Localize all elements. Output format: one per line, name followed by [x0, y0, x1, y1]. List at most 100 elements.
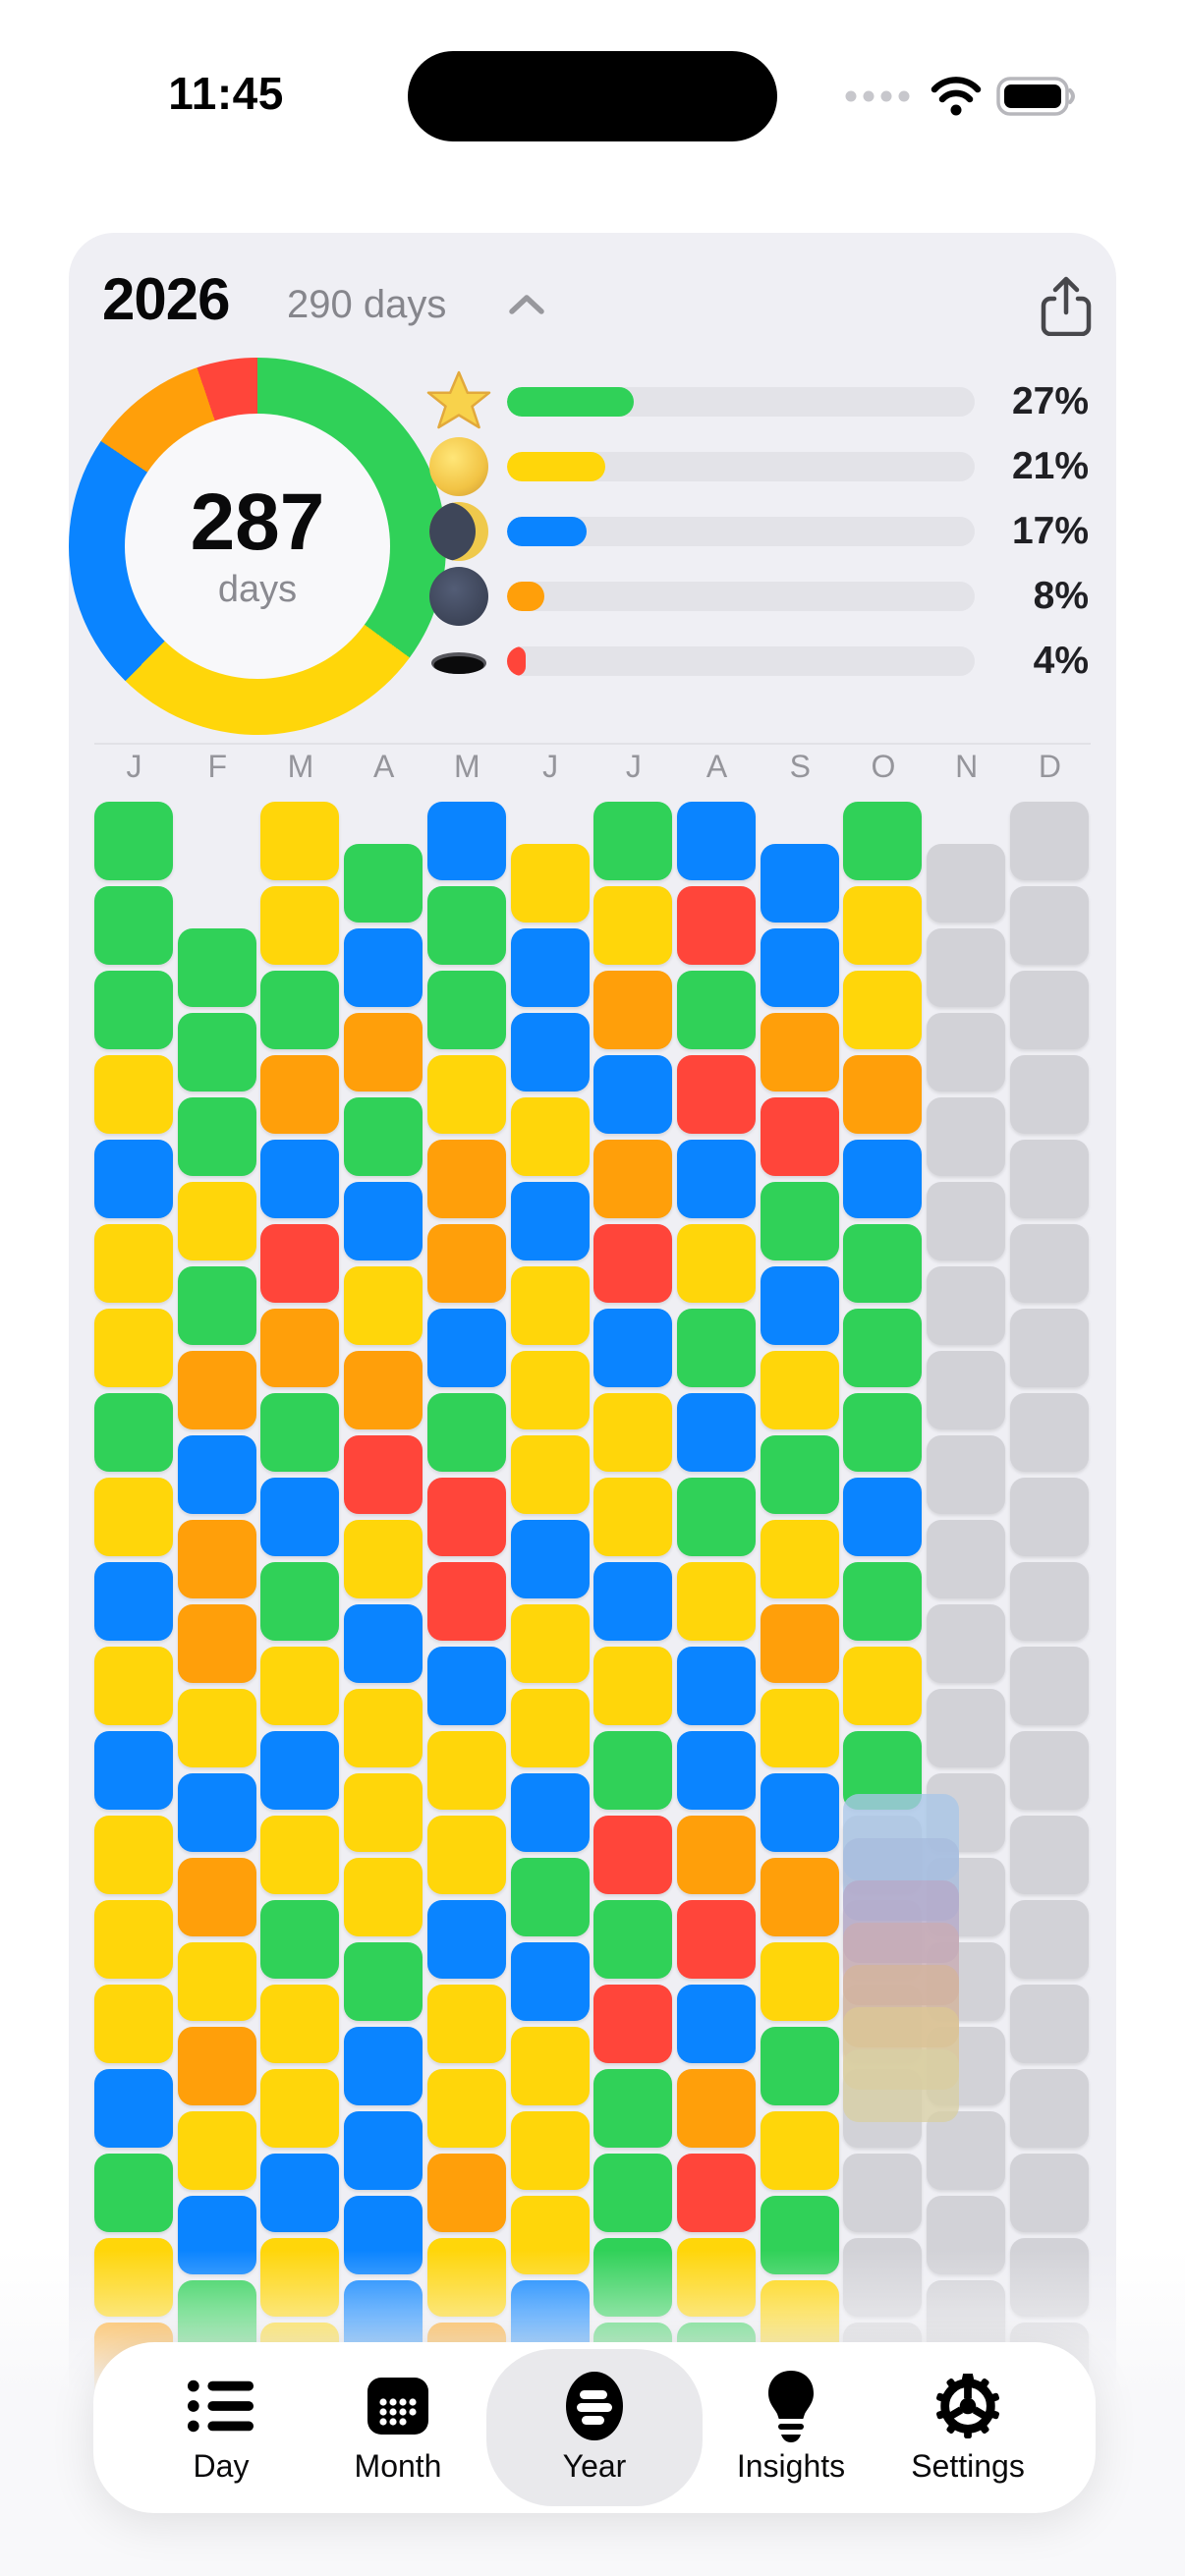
day-cell[interactable]	[927, 844, 1006, 923]
day-cell[interactable]	[843, 1140, 923, 1218]
day-cell[interactable]	[760, 928, 839, 1007]
day-cell[interactable]	[94, 1985, 173, 2063]
day-cell[interactable]	[593, 1900, 673, 1979]
day-cell[interactable]	[260, 1562, 340, 1641]
day-cell[interactable]	[260, 1647, 340, 1725]
day-cell[interactable]	[94, 1393, 173, 1472]
day-cell[interactable]	[1009, 1647, 1089, 1725]
day-cell[interactable]	[94, 971, 173, 1049]
day-cell[interactable]	[843, 1647, 923, 1725]
day-cell[interactable]	[1009, 1140, 1089, 1218]
day-cell[interactable]	[177, 2027, 256, 2105]
day-cell[interactable]	[344, 1182, 423, 1260]
day-cell[interactable]	[510, 1604, 590, 1683]
day-cell[interactable]	[1009, 1055, 1089, 1134]
day-cell[interactable]	[510, 1266, 590, 1345]
day-cell[interactable]	[760, 1435, 839, 1514]
day-cell[interactable]	[1009, 1985, 1089, 2063]
day-cell[interactable]	[677, 1055, 757, 1134]
day-cell[interactable]	[677, 971, 757, 1049]
day-cell[interactable]	[760, 844, 839, 923]
day-cell[interactable]	[510, 844, 590, 923]
day-cell[interactable]	[177, 1266, 256, 1345]
day-cell[interactable]	[426, 1562, 506, 1641]
day-cell[interactable]	[510, 1182, 590, 1260]
day-cell[interactable]	[260, 1055, 340, 1134]
day-cell[interactable]	[593, 2069, 673, 2148]
day-cell[interactable]	[344, 1858, 423, 1936]
day-cell[interactable]	[260, 1731, 340, 1810]
day-cell[interactable]	[510, 1013, 590, 1092]
day-cell[interactable]	[760, 1013, 839, 1092]
day-cell[interactable]	[1009, 1731, 1089, 1810]
day-cell[interactable]	[593, 1055, 673, 1134]
day-cell[interactable]	[677, 802, 757, 880]
day-cell[interactable]	[677, 1816, 757, 1894]
day-cell[interactable]	[1009, 2154, 1089, 2232]
day-cell[interactable]	[677, 1900, 757, 1979]
day-cell[interactable]	[677, 1562, 757, 1641]
day-cell[interactable]	[1009, 1309, 1089, 1387]
day-cell[interactable]	[177, 1604, 256, 1683]
day-cell[interactable]	[344, 1604, 423, 1683]
day-cell[interactable]	[344, 928, 423, 1007]
day-cell[interactable]	[510, 1942, 590, 2021]
day-cell[interactable]	[677, 1647, 757, 1725]
day-cell[interactable]	[843, 886, 923, 965]
day-cell[interactable]	[177, 1351, 256, 1429]
day-cell[interactable]	[677, 886, 757, 965]
day-cell[interactable]	[677, 1985, 757, 2063]
day-cell[interactable]	[177, 1942, 256, 2021]
day-cell[interactable]	[260, 1309, 340, 1387]
day-cell[interactable]	[593, 1816, 673, 1894]
day-cell[interactable]	[344, 2027, 423, 2105]
day-cell[interactable]	[843, 802, 923, 880]
day-cell[interactable]	[177, 1182, 256, 1260]
tab-year[interactable]: Year	[486, 2349, 703, 2506]
day-cell[interactable]	[426, 1140, 506, 1218]
share-button[interactable]	[1036, 275, 1097, 336]
day-cell[interactable]	[593, 1309, 673, 1387]
day-cell[interactable]	[510, 1097, 590, 1176]
day-cell[interactable]	[94, 1478, 173, 1556]
day-cell[interactable]	[177, 928, 256, 1007]
day-cell[interactable]	[760, 1351, 839, 1429]
day-cell[interactable]	[510, 928, 590, 1007]
tab-settings[interactable]: Settings	[879, 2349, 1056, 2506]
day-cell[interactable]	[760, 2111, 839, 2190]
day-cell[interactable]	[1009, 1816, 1089, 1894]
day-cell[interactable]	[426, 886, 506, 965]
day-cell[interactable]	[260, 1140, 340, 1218]
day-cell[interactable]	[677, 2069, 757, 2148]
day-cell[interactable]	[843, 1309, 923, 1387]
day-cell[interactable]	[1009, 1478, 1089, 1556]
day-cell[interactable]	[94, 802, 173, 880]
tab-insights[interactable]: Insights	[703, 2349, 879, 2506]
day-cell[interactable]	[94, 2154, 173, 2232]
day-cell[interactable]	[94, 1224, 173, 1303]
day-cell[interactable]	[760, 1520, 839, 1598]
day-cell[interactable]	[843, 1478, 923, 1556]
day-cell[interactable]	[344, 1013, 423, 1092]
tab-month[interactable]: Month	[310, 2349, 486, 2506]
day-cell[interactable]	[426, 1309, 506, 1387]
day-cell[interactable]	[677, 2154, 757, 2232]
day-cell[interactable]	[1009, 2069, 1089, 2148]
day-cell[interactable]	[593, 2154, 673, 2232]
day-cell[interactable]	[344, 1351, 423, 1429]
day-cell[interactable]	[94, 1647, 173, 1725]
day-cell[interactable]	[260, 2069, 340, 2148]
day-cell[interactable]	[426, 1478, 506, 1556]
day-cell[interactable]	[593, 1562, 673, 1641]
day-cell[interactable]	[260, 1816, 340, 1894]
day-cell[interactable]	[927, 1351, 1006, 1429]
day-cell[interactable]	[927, 1435, 1006, 1514]
day-cell[interactable]	[677, 1731, 757, 1810]
day-cell[interactable]	[843, 1224, 923, 1303]
day-cell[interactable]	[260, 1393, 340, 1472]
day-cell[interactable]	[260, 971, 340, 1049]
day-cell[interactable]	[94, 2069, 173, 2148]
day-cell[interactable]	[260, 1478, 340, 1556]
day-cell[interactable]	[260, 1900, 340, 1979]
day-cell[interactable]	[593, 1478, 673, 1556]
